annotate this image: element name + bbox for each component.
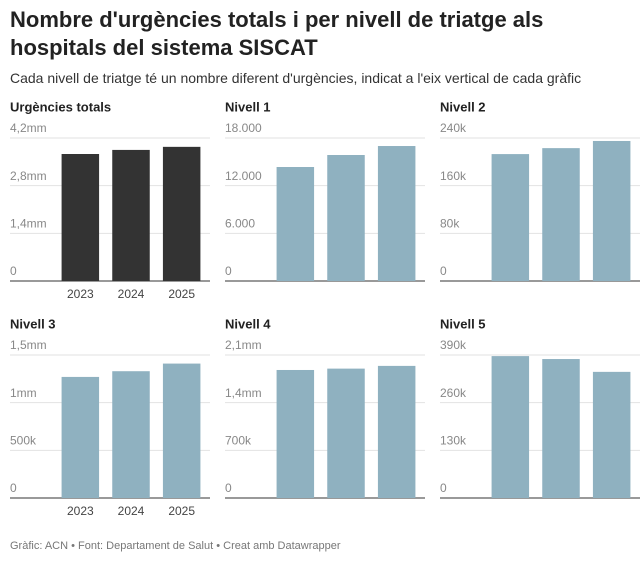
x-tick-label: 2024 bbox=[118, 504, 145, 518]
bar bbox=[542, 148, 580, 281]
y-tick-label: 160k bbox=[440, 169, 467, 183]
bar bbox=[491, 154, 530, 281]
y-tick-label: 0 bbox=[225, 264, 232, 278]
x-tick-label: 2025 bbox=[168, 287, 195, 301]
panel-title: Nivell 5 bbox=[440, 316, 486, 331]
y-tick-label: 4,2mm bbox=[10, 121, 47, 135]
y-tick-label: 2,8mm bbox=[10, 169, 47, 183]
bar bbox=[592, 140, 631, 281]
bar bbox=[276, 369, 315, 498]
title: Nombre d'urgències totals i per nivell d… bbox=[10, 7, 544, 60]
bar bbox=[276, 166, 315, 281]
bar bbox=[327, 368, 365, 498]
bar bbox=[491, 356, 530, 498]
y-tick-label: 0 bbox=[440, 481, 447, 495]
y-tick-label: 1,4mm bbox=[10, 217, 47, 231]
bar bbox=[327, 155, 365, 281]
panel-title: Nivell 2 bbox=[440, 99, 486, 114]
y-tick-label: 700k bbox=[225, 434, 252, 448]
bar bbox=[542, 359, 580, 498]
x-tick-label: 2025 bbox=[168, 504, 195, 518]
bar bbox=[61, 154, 100, 281]
y-tick-label: 1,4mm bbox=[225, 386, 262, 400]
bar bbox=[162, 363, 201, 498]
x-tick-label: 2023 bbox=[67, 287, 94, 301]
bar bbox=[112, 371, 150, 498]
y-tick-label: 500k bbox=[10, 434, 37, 448]
y-tick-label: 0 bbox=[440, 264, 447, 278]
x-tick-label: 2024 bbox=[118, 287, 145, 301]
y-tick-label: 6.000 bbox=[225, 217, 255, 231]
y-tick-label: 0 bbox=[10, 481, 17, 495]
y-tick-label: 0 bbox=[225, 481, 232, 495]
y-tick-label: 12.000 bbox=[225, 169, 262, 183]
panel-title: Urgències totals bbox=[10, 99, 111, 114]
panel-title: Nivell 1 bbox=[225, 99, 271, 114]
bar bbox=[112, 149, 150, 281]
x-tick-label: 2023 bbox=[67, 504, 94, 518]
bar bbox=[592, 371, 631, 498]
subtitle: Cada nivell de triatge té un nombre dife… bbox=[10, 70, 582, 86]
y-tick-label: 1mm bbox=[10, 386, 37, 400]
y-tick-label: 1,5mm bbox=[10, 338, 47, 352]
y-tick-label: 390k bbox=[440, 338, 467, 352]
bar bbox=[61, 376, 100, 498]
bar bbox=[377, 146, 416, 281]
panel-title: Nivell 4 bbox=[225, 316, 271, 331]
y-tick-label: 2,1mm bbox=[225, 338, 262, 352]
y-tick-label: 0 bbox=[10, 264, 17, 278]
y-tick-label: 130k bbox=[440, 434, 467, 448]
bar bbox=[162, 146, 201, 281]
source: Gràfic: ACN • Font: Departament de Salut… bbox=[10, 540, 341, 552]
y-tick-label: 240k bbox=[440, 121, 467, 135]
bar bbox=[377, 365, 416, 498]
y-tick-label: 260k bbox=[440, 386, 467, 400]
panel-title: Nivell 3 bbox=[10, 316, 56, 331]
y-tick-label: 18.000 bbox=[225, 121, 262, 135]
y-tick-label: 80k bbox=[440, 217, 460, 231]
